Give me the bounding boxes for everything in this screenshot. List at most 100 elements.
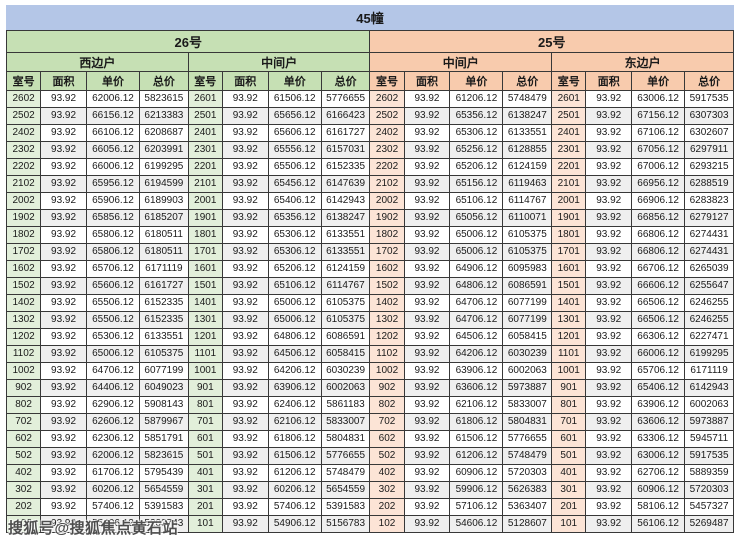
room-cell: 402	[5, 464, 42, 482]
col-header-room: 室号	[187, 71, 223, 91]
unit-price-cell: 62606.12	[85, 413, 141, 431]
area-cell: 93.92	[40, 277, 87, 295]
room-cell: 501	[551, 447, 587, 465]
table-row: 902 93.92 64406.12 6049023 901 93.92 63906.12 6…	[5, 379, 734, 397]
room-cell: 1401	[187, 294, 223, 312]
total-price-cell: 6002063	[684, 396, 734, 414]
area-cell: 93.92	[403, 158, 451, 176]
unit-price-cell: 61806.12	[267, 430, 322, 448]
unit-price-cell: 61506.12	[449, 430, 504, 448]
room-cell: 2302	[5, 141, 42, 159]
room-cell: 1702	[5, 243, 42, 261]
room-cell: 902	[369, 379, 405, 397]
table-row: 2002 93.92 65906.12 6189903 2001 93.92 65406.1…	[5, 192, 734, 210]
room-cell: 102	[5, 515, 42, 533]
table-row: 2202 93.92 66006.12 6199295 2201 93.92 65506.1…	[5, 158, 734, 176]
total-price-cell: 6133551	[320, 243, 371, 261]
room-cell: 1901	[187, 209, 223, 227]
room-cell: 1802	[369, 226, 405, 244]
room-cell: 2102	[5, 175, 42, 193]
unit-price-cell: 64506.12	[449, 328, 504, 346]
area-cell: 93.92	[585, 345, 633, 363]
unit-price-cell: 65306.12	[267, 243, 322, 261]
room-cell: 2002	[369, 192, 405, 210]
total-price-cell: 6203991	[139, 141, 189, 159]
unit-price-cell: 57406.12	[85, 498, 141, 516]
room-cell: 2601	[551, 90, 587, 108]
total-price-cell: 5861183	[320, 396, 371, 414]
area-cell: 93.92	[40, 141, 87, 159]
table-row: 102 93.92 55406.12 5203743 101 93.92 54906.12 5…	[5, 515, 734, 533]
total-price-cell: 6142943	[320, 192, 371, 210]
total-price-cell: 6208687	[139, 124, 189, 142]
area-cell: 93.92	[585, 277, 633, 295]
total-price-cell: 5917535	[684, 90, 734, 108]
room-cell: 1101	[187, 345, 223, 363]
table-row: 402 93.92 61706.12 5795439 401 93.92 61206.12 5…	[5, 464, 734, 482]
room-cell: 1101	[551, 345, 587, 363]
room-cell: 801	[187, 396, 223, 414]
unit-price-cell: 61206.12	[267, 464, 322, 482]
unit-price-cell: 60906.12	[449, 464, 504, 482]
table-row: 2502 93.92 66156.12 6213383 2501 93.92 65656.1…	[5, 107, 734, 125]
unit-price-cell: 57406.12	[267, 498, 322, 516]
area-cell: 93.92	[40, 294, 87, 312]
total-price-cell: 5156783	[320, 515, 371, 533]
area-cell: 93.92	[40, 447, 87, 465]
area-cell: 93.92	[40, 498, 87, 516]
total-price-cell: 6246255	[684, 311, 734, 329]
area-cell: 93.92	[221, 294, 269, 312]
total-price-cell: 5879967	[139, 413, 189, 431]
area-cell: 93.92	[40, 345, 87, 363]
unit-price-cell: 65006.12	[267, 311, 322, 329]
area-cell: 93.92	[585, 311, 633, 329]
total-price-cell: 5748479	[502, 447, 553, 465]
table-row: 2102 93.92 65956.12 6194599 2101 93.92 65456.1…	[5, 175, 734, 193]
total-price-cell: 6030239	[320, 362, 371, 380]
area-cell: 93.92	[221, 90, 269, 108]
unit-price-cell: 66156.12	[85, 107, 141, 125]
table-row: 1502 93.92 65606.12 6161727 1501 93.92 65106.1…	[5, 277, 734, 295]
col-header-room: 室号	[5, 71, 42, 91]
col-header-total-price: 总价	[684, 71, 734, 91]
total-price-cell: 6265039	[684, 260, 734, 278]
area-cell: 93.92	[40, 90, 87, 108]
unit-price-cell: 65356.12	[267, 209, 322, 227]
unit-price-cell: 65106.12	[267, 277, 322, 295]
area-cell: 93.92	[221, 158, 269, 176]
group-25-middle-header: 中间户	[369, 52, 553, 72]
unit-price-cell: 67006.12	[631, 158, 686, 176]
room-cell: 2602	[5, 90, 42, 108]
total-price-cell: 5457327	[684, 498, 734, 516]
col-header-unit-price: 单价	[267, 71, 322, 91]
col-header-area: 面积	[585, 71, 633, 91]
area-cell: 93.92	[403, 481, 451, 499]
area-cell: 93.92	[403, 226, 451, 244]
total-price-cell: 6128855	[502, 141, 553, 159]
area-cell: 93.92	[585, 413, 633, 431]
area-cell: 93.92	[403, 396, 451, 414]
total-price-cell: 5804831	[320, 430, 371, 448]
unit-price-cell: 65706.12	[85, 260, 141, 278]
unit-price-cell: 65856.12	[85, 209, 141, 227]
room-cell: 2202	[5, 158, 42, 176]
unit-price-cell: 65806.12	[85, 243, 141, 261]
area-cell: 93.92	[585, 192, 633, 210]
total-price-cell: 5128607	[502, 515, 553, 533]
total-price-cell: 5795439	[139, 464, 189, 482]
area-cell: 93.92	[403, 430, 451, 448]
room-cell: 2001	[187, 192, 223, 210]
total-price-cell: 6157031	[320, 141, 371, 159]
area-cell: 93.92	[585, 396, 633, 414]
total-price-cell: 5391583	[320, 498, 371, 516]
total-price-cell: 5720303	[502, 464, 553, 482]
col-header-total-price: 总价	[320, 71, 371, 91]
unit-price-cell: 65206.12	[267, 260, 322, 278]
area-cell: 93.92	[403, 464, 451, 482]
area-cell: 93.92	[221, 396, 269, 414]
col-header-total-price: 总价	[139, 71, 189, 91]
area-cell: 93.92	[585, 481, 633, 499]
total-price-cell: 5804831	[502, 413, 553, 431]
area-cell: 93.92	[403, 311, 451, 329]
total-price-cell: 5973887	[502, 379, 553, 397]
